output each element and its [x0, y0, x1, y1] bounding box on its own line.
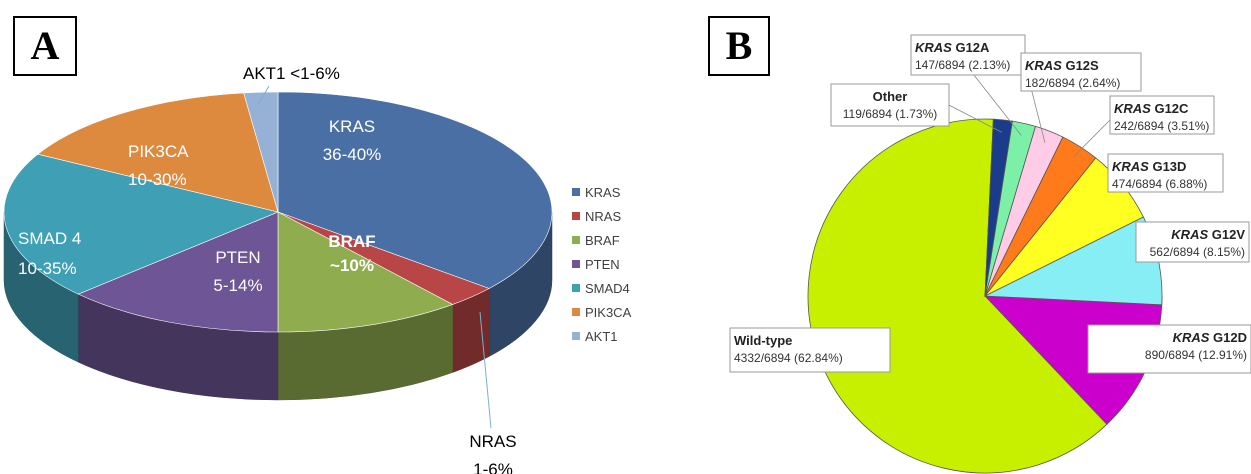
- callout-value: 147/6894 (2.13%): [915, 58, 1010, 72]
- callout-variant: Other: [873, 89, 908, 104]
- legend-swatch: [572, 212, 580, 220]
- callout-variant: Wild-type: [734, 333, 792, 348]
- callout-gene: KRAS: [1114, 101, 1151, 116]
- slice-label-pik3ca: PIK3CA: [128, 142, 189, 161]
- callout-title: KRAS G12V: [1171, 227, 1245, 242]
- callout-value: 242/6894 (3.51%): [1114, 119, 1209, 133]
- pie-slice-akt1: [243, 91, 279, 213]
- legend-label: KRAS: [585, 184, 621, 200]
- legend-swatch: [572, 284, 580, 292]
- slice-label-smad-4: 10-35%: [18, 259, 77, 278]
- panel-b: KRAS G12D 890/6894 (12.91%) Wild-type 4332/…: [620, 0, 1251, 474]
- callout-leader: [969, 69, 1022, 136]
- slice-label-pik3ca: 10-30%: [128, 170, 187, 189]
- legend-swatch: [572, 308, 580, 316]
- callout-box-kras-g12v: [1135, 221, 1250, 263]
- callout-title: KRAS G12D: [1173, 330, 1247, 345]
- panel-label-b: B: [708, 16, 770, 76]
- pie-slice-braf: [277, 211, 454, 333]
- callout-value: 890/6894 (12.91%): [1145, 348, 1247, 362]
- callout-box-wild-type: [729, 327, 891, 373]
- legend-item-kras: KRAS: [572, 180, 631, 204]
- slice-label-akt1: AKT1 <1-6%: [243, 64, 340, 83]
- callout-title: KRAS G12A: [915, 40, 990, 55]
- callout-box-kras-g12s: [1020, 52, 1142, 92]
- pie-chart-kras: KRAS G12D 890/6894 (12.91%) Wild-type 4332/…: [729, 34, 1251, 474]
- legend-item-akt1: AKT1: [572, 324, 631, 348]
- leader-line-akt1: [257, 85, 270, 106]
- legend-swatch: [572, 236, 580, 244]
- legend-item-pik3ca: PIK3CA: [572, 300, 631, 324]
- panel-a: KRAS 36-40% NRAS 1-6% BRAF ~10% PTEN 5-14% SMAD …: [0, 0, 631, 474]
- callout-gene: KRAS: [1112, 159, 1149, 174]
- legend-label: NRAS: [585, 208, 622, 224]
- legend-label: PIK3CA: [585, 304, 632, 320]
- slice-label-braf: ~10%: [330, 256, 374, 275]
- legend-swatch: [572, 188, 580, 196]
- slice-label-kras: 36-40%: [323, 145, 382, 164]
- callout-gene: KRAS: [1025, 58, 1062, 73]
- callout-variant: G12A: [952, 40, 990, 55]
- legend: KRAS NRAS BRAF PTEN SMAD4 PIK3CA AKT1: [572, 180, 631, 348]
- callout-title: KRAS G12C: [1114, 101, 1189, 116]
- legend-label: BRAF: [585, 232, 620, 248]
- callout-box-other: [830, 83, 950, 127]
- callout-gene: KRAS: [1173, 330, 1210, 345]
- slice-label-pten: 5-14%: [213, 276, 262, 295]
- legend-item-smad4: SMAD4: [572, 276, 631, 300]
- callout-variant: G12V: [1208, 227, 1245, 242]
- callout-box-kras-g13d: [1107, 153, 1224, 193]
- callout-box-kras-g12d: [1087, 324, 1251, 374]
- callout-box-kras-g12a: [910, 34, 1026, 76]
- callout-gene: KRAS: [1171, 227, 1208, 242]
- callout-title: KRAS G12S: [1025, 58, 1099, 73]
- panel-label-a: A: [13, 16, 77, 76]
- callout-value: 182/6894 (2.64%): [1025, 76, 1120, 90]
- slice-label-braf: BRAF: [328, 232, 375, 251]
- pie-slice-pik3ca: [37, 92, 279, 213]
- callout-variant: G12C: [1151, 101, 1189, 116]
- legend-swatch: [572, 260, 580, 268]
- callout-box-kras-g12c: [1109, 95, 1215, 135]
- callout-value: 474/6894 (6.88%): [1112, 177, 1207, 191]
- pie-chart-3d: KRAS 36-40% NRAS 1-6% BRAF ~10% PTEN 5-14% SMAD …: [3, 64, 553, 474]
- legend-item-braf: BRAF: [572, 228, 631, 252]
- callout-value: 4332/6894 (62.84%): [734, 351, 843, 365]
- slice-label-pten: PTEN: [215, 248, 260, 267]
- legend-swatch: [572, 332, 580, 340]
- legend-label: SMAD4: [585, 280, 630, 296]
- legend-label: AKT1: [585, 328, 618, 344]
- pie-slice-kras: [277, 91, 553, 289]
- callout-value: 119/6894 (1.73%): [843, 107, 938, 121]
- slice-label-kras: KRAS: [329, 117, 375, 136]
- callout-variant: G13D: [1149, 159, 1187, 174]
- pie-slice-smad-4: [3, 153, 279, 295]
- leader-line-nras: [479, 311, 492, 429]
- callout-title: KRAS G13D: [1112, 159, 1186, 174]
- legend-item-nras: NRAS: [572, 204, 631, 228]
- slice-label-nras: NRAS: [469, 432, 516, 451]
- callout-leader: [944, 102, 1002, 133]
- pie-slice-pten: [77, 211, 279, 333]
- callout-leader: [1029, 83, 1046, 143]
- callout-gene: KRAS: [915, 40, 952, 55]
- legend-label: PTEN: [585, 256, 620, 272]
- callout-leader: [1072, 114, 1116, 158]
- callout-variant: G12D: [1209, 330, 1247, 345]
- slice-label-nras: 1-6%: [473, 460, 513, 474]
- slice-label-smad-4: SMAD 4: [18, 229, 81, 248]
- callout-title: Other: [873, 89, 908, 104]
- callout-variant: G12S: [1062, 58, 1099, 73]
- callout-title: Wild-type: [734, 333, 792, 348]
- callout-value: 562/6894 (8.15%): [1150, 245, 1245, 259]
- legend-item-pten: PTEN: [572, 252, 631, 276]
